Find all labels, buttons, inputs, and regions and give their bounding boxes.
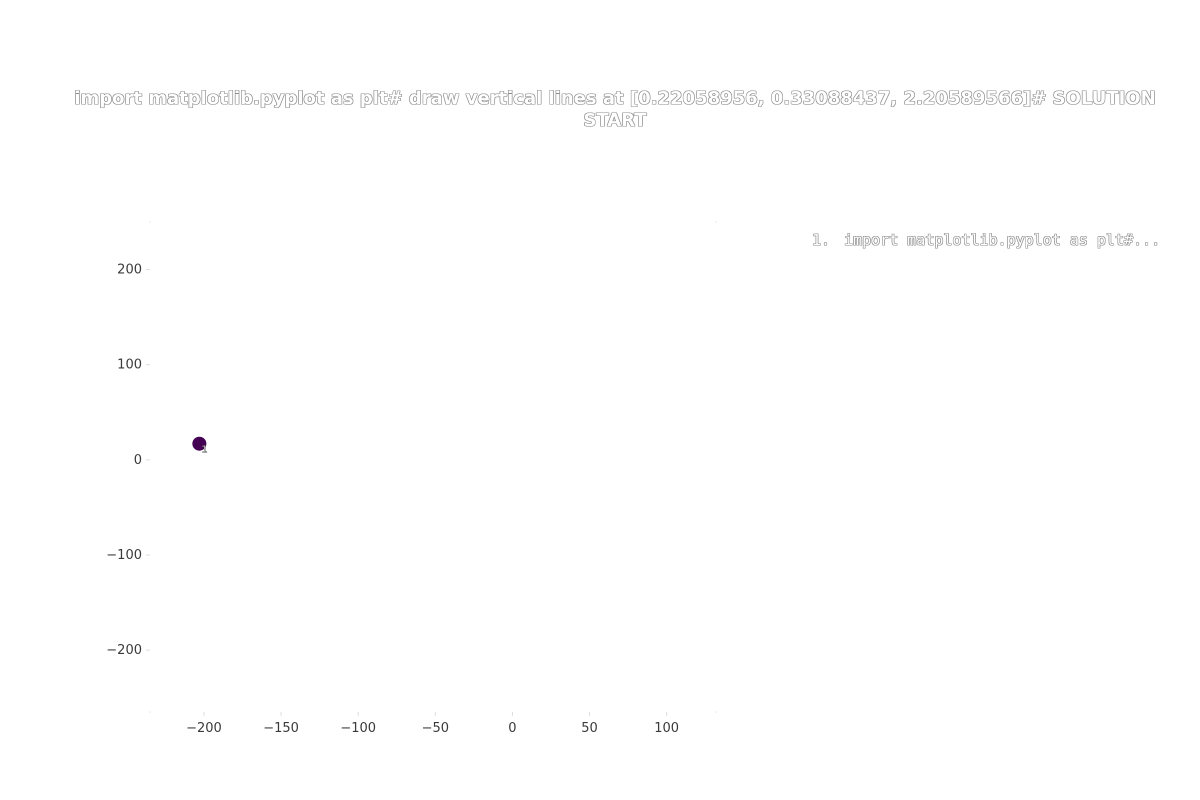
legend: 1. import matplotlib.pyplot as plt#... <box>812 231 1200 249</box>
data-point <box>192 436 207 451</box>
frame-corner <box>149 711 151 713</box>
x-tick-label: 0 <box>508 721 516 736</box>
frame-corner <box>715 711 717 713</box>
x-tick-label: −150 <box>263 721 299 736</box>
y-axis: 200 100 0 −100 −200 <box>106 221 717 713</box>
chart-title: import matplotlib.pyplot as plt# draw ve… <box>74 88 1156 131</box>
legend-number: 1. <box>812 231 831 249</box>
y-tick-label: 100 <box>117 358 142 373</box>
frame-corner <box>149 221 151 223</box>
legend-text: import matplotlib.pyplot as plt#... <box>844 231 1161 249</box>
data-points: 1 <box>192 436 208 456</box>
data-point-label: 1 <box>201 445 207 456</box>
y-tick-label: 0 <box>134 453 142 468</box>
x-tick-label: 100 <box>654 721 679 736</box>
x-axis: −200 −150 −100 −50 0 50 100 <box>186 712 679 736</box>
x-tick-label: −100 <box>340 721 376 736</box>
x-tick-label: 50 <box>581 721 598 736</box>
y-tick-label: 200 <box>117 263 142 278</box>
x-tick-label: −200 <box>186 721 222 736</box>
y-tick-label: −200 <box>106 643 142 658</box>
x-tick-label: −50 <box>422 721 449 736</box>
frame-corner <box>715 221 717 223</box>
y-tick-label: −100 <box>106 548 142 563</box>
